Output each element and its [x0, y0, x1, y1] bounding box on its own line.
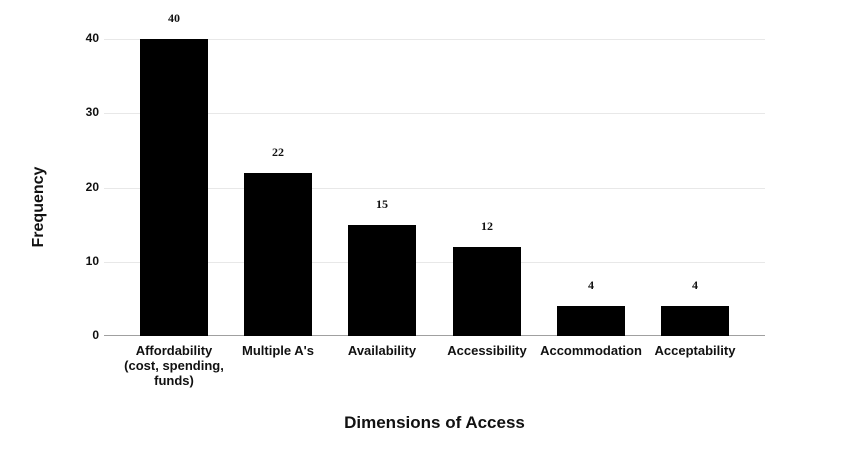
- bar-value-label-6: 4: [692, 278, 698, 292]
- category-label-1: Affordability (cost, spending, funds): [124, 343, 224, 388]
- bar-value-label-4: 12: [481, 219, 493, 233]
- category-label-4: Accessibility: [447, 343, 527, 358]
- gridline-10: [104, 262, 765, 263]
- y-tick-label-30: 30: [85, 105, 99, 119]
- category-label-6: Acceptability: [654, 343, 736, 358]
- bar-4: [453, 247, 521, 336]
- bar-6: [661, 306, 729, 336]
- bar-2: [244, 173, 312, 336]
- gridline-30: [104, 113, 765, 114]
- category-label-3: Availability: [347, 343, 417, 358]
- bar-3: [348, 225, 416, 336]
- x-axis-title: Dimensions of Access: [344, 413, 525, 432]
- plot-area: 40 22 15 12 4 4: [104, 11, 765, 336]
- bar-value-label-3: 15: [376, 197, 388, 211]
- x-axis-line: [104, 335, 765, 336]
- gridline-20: [104, 188, 765, 189]
- bar-value-label-1: 40: [168, 11, 180, 25]
- gridline-40: [104, 39, 765, 40]
- bar-value-label-5: 4: [588, 278, 594, 292]
- category-label-5: Accommodation: [540, 343, 642, 358]
- bar-value-label-2: 22: [272, 145, 284, 159]
- y-tick-label-40: 40: [85, 31, 99, 45]
- y-tick-label-10: 10: [85, 254, 99, 268]
- y-axis-title: Frequency: [30, 166, 47, 248]
- y-tick-label-20: 20: [85, 180, 99, 194]
- category-label-2: Multiple A's: [242, 343, 314, 358]
- bar-5: [557, 306, 625, 336]
- bar-1: [140, 39, 208, 336]
- y-tick-label-0: 0: [92, 328, 99, 342]
